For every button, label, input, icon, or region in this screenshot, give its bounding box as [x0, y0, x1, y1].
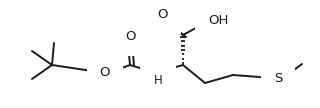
Text: N: N	[153, 64, 163, 76]
Text: O: O	[100, 65, 110, 79]
Text: H: H	[154, 74, 162, 87]
Text: OH: OH	[208, 14, 228, 28]
Text: O: O	[125, 29, 135, 43]
Text: O: O	[158, 7, 168, 21]
Text: S: S	[274, 71, 282, 84]
